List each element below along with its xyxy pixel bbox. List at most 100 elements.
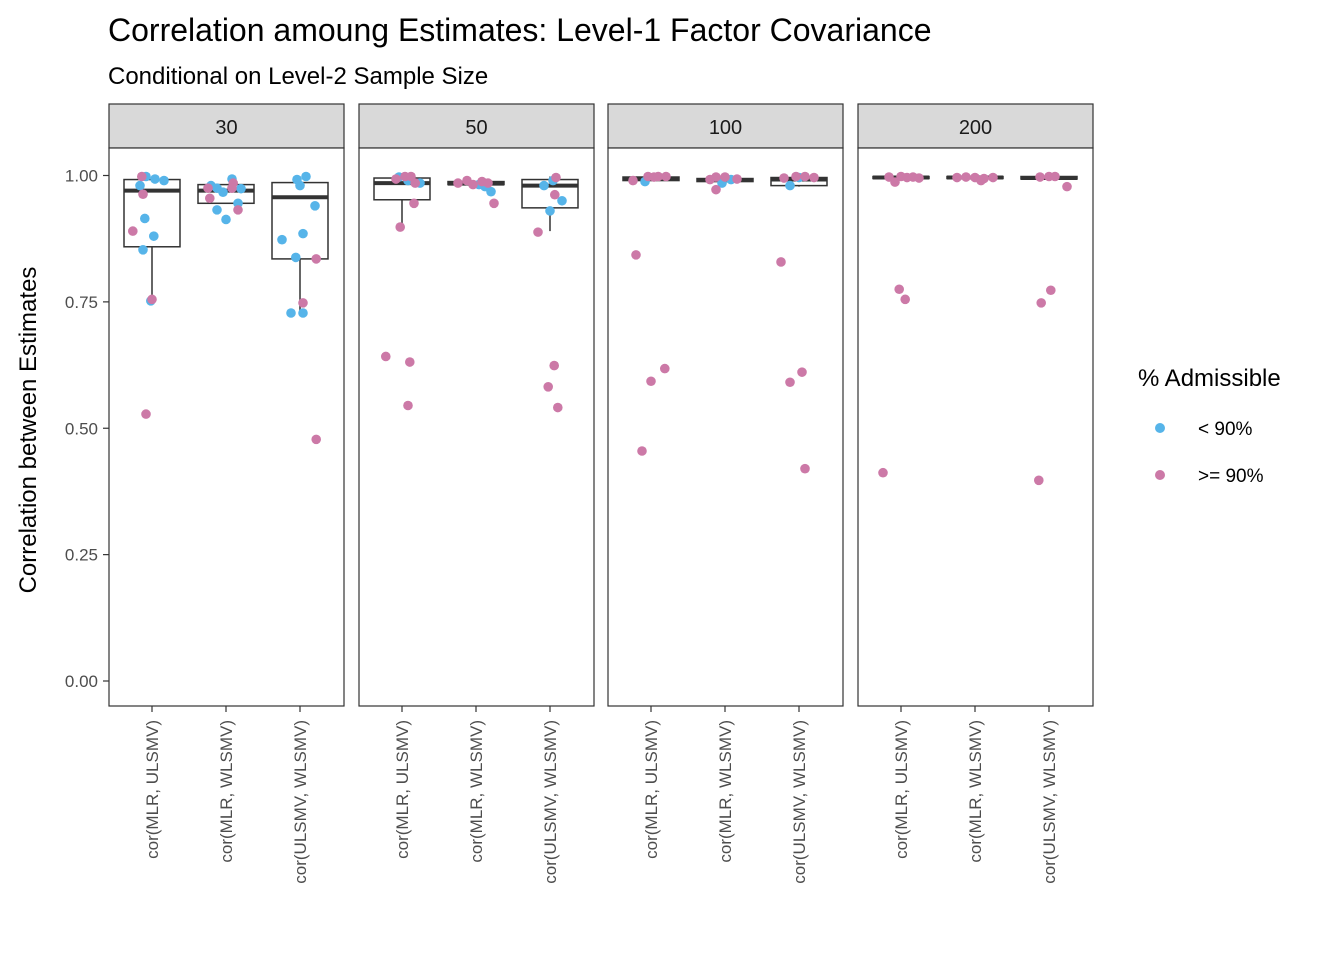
facet-strip-label: 200 [959,117,992,139]
data-point [800,171,810,182]
data-point [779,173,789,183]
data-point [227,183,237,193]
data-point [141,409,151,419]
data-point [233,205,243,215]
legend-key-at-least-90 [1155,470,1165,480]
legend-label: >= 90% [1198,466,1264,487]
data-point [1046,285,1056,296]
data-point [286,308,296,318]
data-point [551,172,561,183]
facet-panel-50: 50 cor(MLR, ULSMV) cor(MLR, WLSMV) cor(ULSM… [358,103,595,884]
data-point [486,186,496,197]
data-point [128,226,138,236]
x-tick-label: cor(ULSMV, WLSMV) [1040,720,1059,884]
data-point [277,234,287,245]
boxplot [271,176,329,314]
facet-panel-30: 30 0.00 0.25 0.50 0.75 1.00 cor(MLR, ULSMV) cor… [65,103,345,884]
data-point [310,201,320,211]
legend-label: < 90% [1198,419,1253,440]
data-point [646,376,656,387]
data-point [628,175,638,186]
data-point [405,357,415,367]
data-point [976,175,986,186]
y-tick-label: 1.00 [65,167,98,186]
data-point [381,351,391,362]
data-point [660,363,670,374]
data-point [395,222,406,232]
data-point [894,284,904,295]
data-point [711,184,721,195]
data-point [553,402,563,413]
data-point [409,198,419,209]
data-point [914,173,924,183]
facet-plot-area [857,147,1094,707]
data-point [233,198,243,209]
data-point [453,178,463,188]
data-point [468,179,478,190]
x-tick-label: cor(MLR, WLSMV) [716,720,735,863]
data-point [311,434,322,445]
x-tick-label: cor(ULSMV, WLSMV) [790,720,809,884]
data-point [140,213,150,224]
data-point [1035,172,1045,182]
data-point [797,367,807,377]
data-point [203,183,213,193]
facet-strip-label: 50 [465,117,487,139]
data-point [557,195,567,206]
box-iqr [271,181,329,260]
legend-title: % Admissible [1138,365,1281,392]
data-point [301,171,311,182]
data-point [631,250,641,260]
data-point [1036,298,1046,308]
x-tick-label: cor(MLR, WLSMV) [467,720,486,863]
data-point [952,172,962,183]
x-tick-label: cor(MLR, ULSMV) [393,720,412,859]
points-layer [128,171,322,445]
data-point [711,172,721,182]
data-point [298,298,308,308]
facet-panel-100: 100 cor(MLR, ULSMV) cor(MLR, WLSMV) cor(ULS… [607,103,844,884]
y-tick-label: 0.75 [65,293,98,312]
data-point [809,172,819,183]
data-point [205,193,215,204]
x-tick-label: cor(ULSMV, WLSMV) [541,720,560,884]
data-point [545,206,555,216]
facet-panel-200: 200 cor(MLR, ULSMV) cor(MLR, WLSMV) cor(ULS… [857,103,1094,884]
y-tick-label: 0.00 [65,672,98,691]
data-point [147,294,157,305]
data-point [149,231,159,241]
data-point [539,180,549,191]
data-point [138,245,148,255]
data-point [221,214,231,225]
data-point [138,189,148,200]
facet-strip [857,103,1094,149]
data-point [410,178,421,188]
x-tick-label: cor(MLR, ULSMV) [143,720,162,859]
data-point [661,171,671,182]
data-point [298,308,308,318]
data-point [785,377,795,388]
data-point [150,174,160,184]
y-tick-label: 0.25 [65,546,98,565]
data-point [483,178,493,188]
data-point [403,400,413,411]
data-point [298,228,308,239]
data-point [489,198,499,209]
data-point [543,381,553,392]
y-axis-title: Correlation between Estimates [15,267,42,594]
facet-plot-area [607,147,844,707]
points-layer [878,171,1072,486]
x-tick-label: cor(MLR, WLSMV) [217,720,236,863]
data-point [295,180,305,191]
data-point [878,467,888,478]
data-point [785,180,795,191]
data-point [137,171,147,182]
data-point [212,205,222,215]
data-point [800,463,810,474]
facets-layer: 30 0.00 0.25 0.50 0.75 1.00 cor(MLR, ULSMV) cor… [65,103,1094,884]
facet-strip-label: 100 [709,117,742,139]
legend-key-below-90 [1155,423,1165,433]
data-point [900,294,910,305]
